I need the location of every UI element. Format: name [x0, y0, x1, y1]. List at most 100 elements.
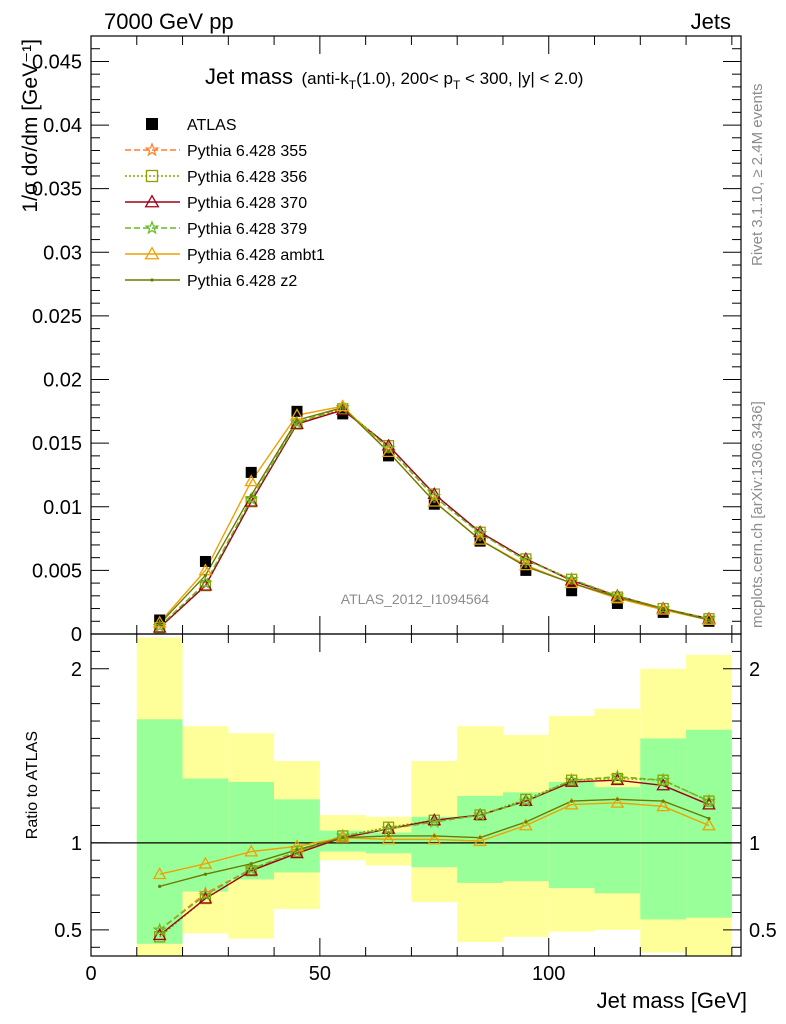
legend-label: Pythia 6.428 379 [187, 221, 307, 238]
legend-label: ATLAS [187, 117, 237, 134]
ratio-y-tick-label: 1 [71, 833, 82, 855]
main-data-point [518, 558, 533, 571]
ratio-data-point [198, 887, 213, 901]
analysis-id-label: ATLAS_2012_I1094564 [341, 591, 490, 607]
main-y-tick-label: 0.045 [32, 51, 82, 73]
main-y-tick-label: 0.02 [43, 370, 82, 392]
ratio-data-point [249, 862, 253, 866]
main-data-point [564, 576, 579, 589]
ratio-frame [90, 633, 742, 957]
legend-marker [150, 278, 154, 282]
legend-label: Pythia 6.428 355 [187, 143, 307, 160]
main-y-tick-label: 0.035 [32, 179, 82, 201]
ratio-y-tick-label-right: 2 [749, 659, 760, 681]
main-data-point [520, 564, 532, 576]
ratio-data-point [335, 830, 350, 843]
ratio-data-point [702, 818, 716, 831]
ratio-data-point [432, 834, 436, 838]
ratio-data-point [203, 872, 208, 876]
ratio-y-tick-label: 2 [71, 659, 82, 681]
x-tick-label: 0 [85, 963, 96, 985]
ratio-data-point [290, 844, 304, 858]
legend-marker [144, 194, 160, 208]
ratio-data-point [473, 807, 487, 821]
main-y-tick-label: 0.005 [32, 560, 82, 582]
main-data-point [335, 400, 350, 414]
main-data-point [707, 618, 711, 622]
ratio-data-point [564, 797, 579, 810]
main-data-point [702, 612, 716, 625]
main-data-point [566, 585, 578, 597]
header-right-label: Jets [691, 9, 731, 34]
main-data-point [203, 573, 208, 578]
main-data-point [198, 575, 213, 590]
main-data-point [158, 622, 162, 626]
main-data-point [245, 466, 257, 478]
ratio-data-point [707, 816, 711, 821]
main-y-axis-label: 1/σ dσ/dm [GeV⁻¹] [19, 39, 42, 213]
ratio-data-point [656, 772, 671, 787]
legend-label: Pythia 6.428 z2 [187, 273, 297, 290]
legend: ATLAS Pythia 6.428 355 Pythia 6.428 356 Pyt… [125, 117, 325, 290]
main-series-layer [152, 399, 716, 634]
ratio-data-point [244, 844, 259, 857]
ratio-panel: 0.5 0.5 1 1 2 2 0 50 100 [54, 633, 777, 985]
ratio-uncertainty-bands [136, 637, 732, 956]
ratio-y-tick-label: 0.5 [54, 920, 82, 942]
ratio-data-point [158, 884, 162, 888]
main-data-point [478, 538, 482, 542]
ratio-data-point [478, 836, 482, 840]
main-data-point [432, 500, 436, 504]
main-data-point [386, 450, 391, 454]
main-data-point [244, 474, 259, 487]
ratio-data-point [610, 795, 625, 808]
main-y-tick-label: 0.03 [43, 242, 82, 264]
ratio-data-point [610, 769, 625, 783]
main-data-point [524, 564, 528, 569]
main-y-tick-label: 0.04 [43, 115, 82, 137]
ratio-data-point [524, 820, 528, 824]
ratio-inner-band [502, 792, 549, 882]
x-tick-label: 100 [532, 963, 565, 985]
main-data-point [656, 601, 671, 615]
main-data-point [564, 572, 579, 586]
main-data-point [290, 415, 304, 429]
ratio-data-point [152, 867, 167, 880]
ratio-data-point [661, 799, 665, 803]
legend-marker [145, 169, 159, 183]
ratio-series-layer [152, 769, 716, 943]
ratio-inner-band [274, 799, 320, 873]
x-tick-labels: 0 50 100 [85, 963, 565, 985]
rivet-version-label: Rivet 3.1.10, ≥ 2.4M events [749, 84, 766, 267]
x-tick-label: 50 [309, 963, 331, 985]
legend-marker [146, 118, 158, 130]
main-data-point [428, 498, 440, 510]
ratio-inner-band [686, 729, 732, 918]
ratio-y-tick-label-right: 1 [749, 833, 760, 855]
ratio-data-point [518, 818, 533, 831]
legend-marker [144, 246, 160, 260]
legend-marker [144, 142, 160, 157]
ratio-series-line [159, 802, 710, 875]
ratio-data-point [518, 794, 533, 807]
plot-title: Jet mass (anti-kT(1.0), 200< pT < 300, |… [205, 64, 583, 92]
ratio-data-point [198, 886, 213, 900]
main-data-point [615, 595, 620, 599]
main-data-point [473, 526, 487, 540]
ratio-data-point [386, 834, 391, 838]
ratio-data-point [295, 848, 299, 852]
ratio-data-point [570, 799, 574, 803]
main-data-point [381, 444, 396, 458]
main-data-point [518, 552, 533, 567]
main-data-point [249, 493, 253, 497]
ratio-y-tick-label-right: 0.5 [749, 920, 777, 942]
ratio-data-point [152, 922, 167, 936]
main-data-point [341, 405, 345, 410]
ratio-data-point [615, 797, 620, 801]
ratio-data-point [381, 832, 396, 845]
mcplots-label: mcplots.cern.ch [arXiv:1306.3436] [749, 401, 766, 628]
main-data-point [611, 597, 623, 609]
main-data-point [610, 591, 625, 604]
ratio-data-point [427, 832, 442, 845]
